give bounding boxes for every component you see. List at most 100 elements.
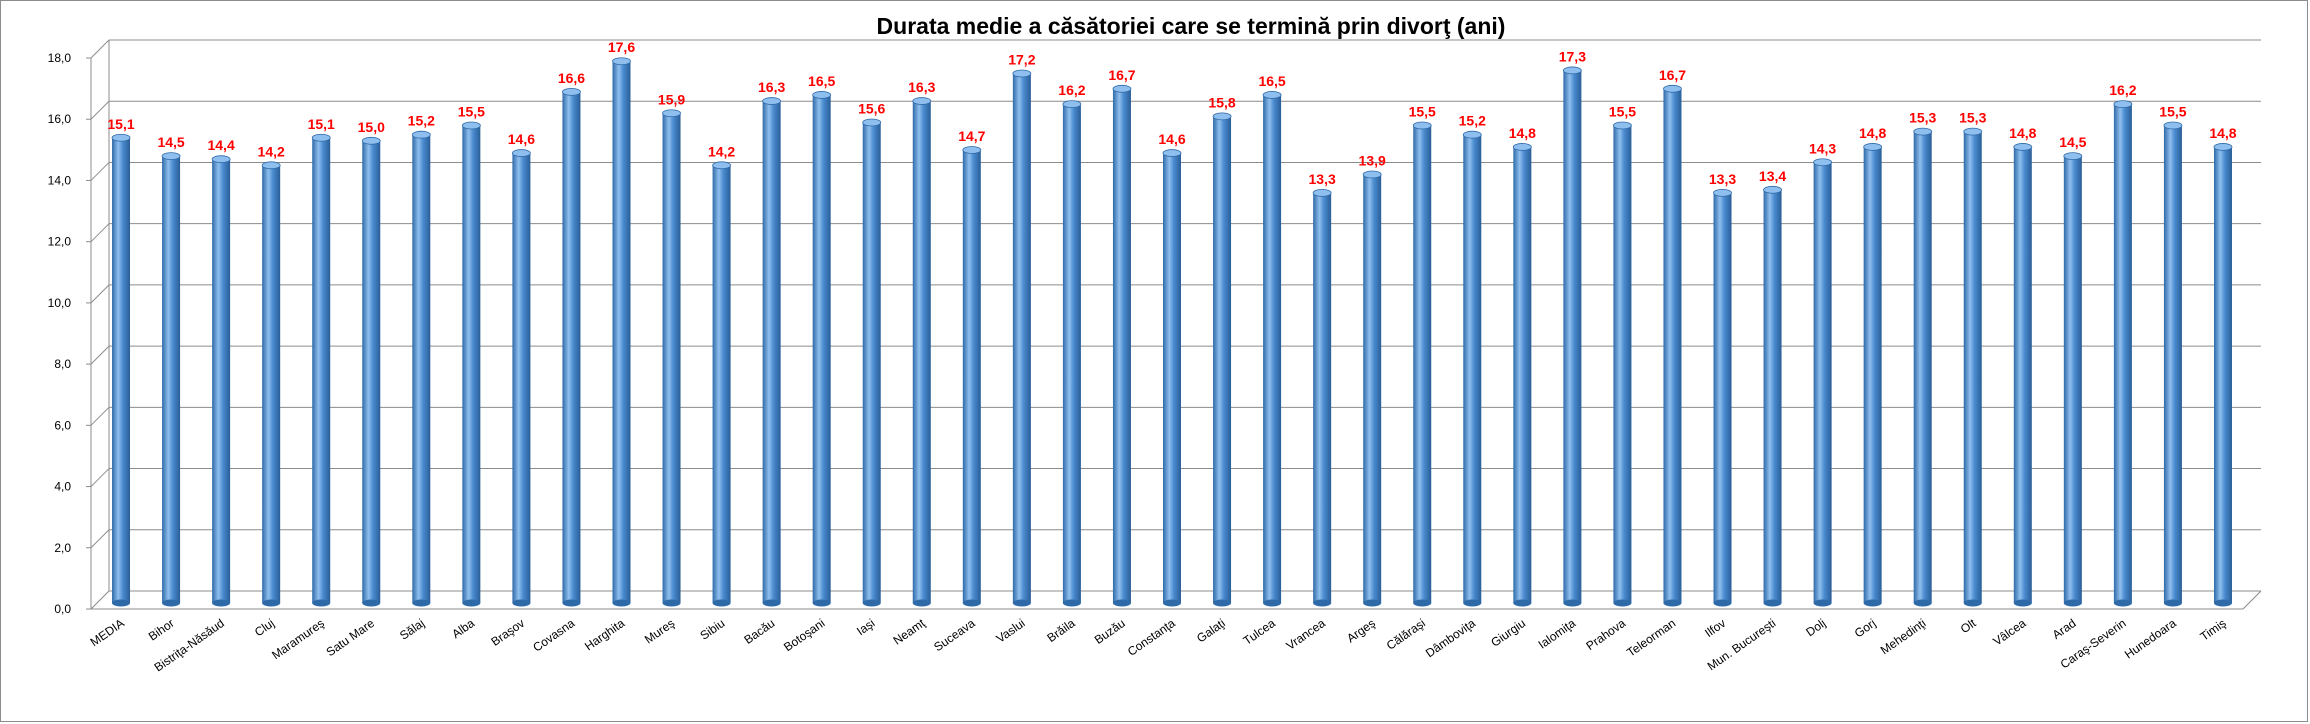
bar <box>161 152 181 607</box>
bar <box>1462 130 1482 607</box>
bar-top <box>1012 69 1032 78</box>
y-axis-tick-labels: 0,0 2,0 4,0 6,0 8,0 10,0 12,0 14,0 16,0 18,0 <box>48 51 72 616</box>
category-label: Dolj <box>1803 616 1828 639</box>
bar-base <box>1513 599 1532 607</box>
category-label: Hunedoara <box>2122 616 2179 662</box>
bar <box>2063 152 2083 607</box>
bar-base <box>2163 599 2182 607</box>
bar-body <box>1112 88 1131 604</box>
data-label: 15,1 <box>107 116 134 132</box>
bar <box>1863 143 1883 607</box>
bar-top <box>1362 170 1382 179</box>
bar-top <box>1262 91 1282 99</box>
bar-body <box>1863 146 1882 603</box>
category-label: Tulcea <box>1241 616 1278 648</box>
bar-top <box>1663 84 1682 93</box>
data-label: 15,3 <box>1959 110 1986 126</box>
bar <box>261 161 281 607</box>
bar-body <box>262 165 281 604</box>
bar-body <box>1363 174 1382 603</box>
category-label: Brăila <box>1044 616 1077 645</box>
data-label: 16,5 <box>808 73 835 89</box>
bar <box>1112 84 1132 607</box>
data-label: 14,5 <box>2059 134 2086 150</box>
bar-top <box>1963 127 1983 136</box>
category-label: MEDIA <box>88 616 127 649</box>
data-label: 17,3 <box>1559 48 1586 64</box>
bar-body <box>2063 156 2082 603</box>
data-label: 15,5 <box>2159 104 2186 120</box>
bar-top <box>1312 188 1332 197</box>
data-label: 15,2 <box>408 113 435 129</box>
category-label: Arad <box>2050 616 2079 642</box>
bar-body <box>1713 192 1732 603</box>
bar-top <box>1462 130 1482 139</box>
bar-base <box>1863 599 1882 607</box>
data-label: 17,2 <box>1008 51 1035 67</box>
data-label: 14,2 <box>258 143 285 159</box>
bar-body <box>512 153 531 604</box>
bar-base <box>1463 599 1482 607</box>
bar-body <box>1513 146 1532 603</box>
bar-top <box>2163 121 2183 130</box>
bar-base <box>112 599 131 607</box>
category-label: Mureş <box>642 616 677 647</box>
bar <box>662 109 681 607</box>
bar-top <box>2063 152 2083 161</box>
category-label: Suceava <box>931 616 978 654</box>
bar-base <box>1763 599 1782 607</box>
bar <box>1562 66 1582 607</box>
bar-base <box>1263 599 1282 607</box>
bar-body <box>962 150 981 603</box>
bar <box>1062 100 1082 607</box>
category-label: Vaslui <box>994 616 1028 646</box>
category-label: Ialomiţa <box>1536 616 1579 652</box>
bar-top <box>1613 121 1632 130</box>
bar-body <box>1463 134 1482 603</box>
bar <box>1362 170 1382 607</box>
bar-top <box>1562 66 1582 75</box>
bar-base <box>462 599 481 607</box>
bar-body <box>112 137 131 603</box>
bar-top <box>1813 158 1833 167</box>
data-label: 15,5 <box>458 104 485 120</box>
category-label: Covasna <box>530 616 577 655</box>
bar-base <box>1813 599 1832 607</box>
data-label: 15,9 <box>658 91 685 107</box>
y-tick-label: 0,0 <box>54 602 71 616</box>
gridline-diagonal <box>90 590 110 610</box>
bar-body <box>862 122 881 603</box>
bar <box>1913 127 1933 607</box>
data-label: 16,7 <box>1108 67 1135 83</box>
data-label: 15,6 <box>858 100 885 116</box>
data-label: 15,0 <box>358 119 385 135</box>
bar-top <box>311 133 331 142</box>
bar-base <box>1563 599 1582 607</box>
bar-top <box>1112 84 1132 93</box>
bar-top <box>1512 143 1532 151</box>
y-tick-label: 2,0 <box>54 541 71 555</box>
gridline-diagonal <box>90 100 110 120</box>
category-label: Dâmboviţa <box>1423 616 1478 661</box>
bar-body <box>412 134 431 603</box>
category-label: Bihor <box>146 616 177 644</box>
bar-body <box>2113 104 2132 603</box>
bar-base <box>1663 599 1682 607</box>
bar-base <box>412 599 431 607</box>
bar-base <box>2113 599 2132 607</box>
data-label: 14,3 <box>1809 140 1836 156</box>
y-tick-label: 6,0 <box>54 418 71 432</box>
bar-base <box>562 599 581 607</box>
bar-base <box>1713 599 1732 607</box>
bar <box>211 155 231 607</box>
bar <box>311 133 331 607</box>
bar-base <box>1163 599 1181 607</box>
category-label: Timiş <box>2198 616 2229 644</box>
bar-body <box>1813 162 1832 603</box>
bar-top <box>662 109 681 118</box>
bar <box>411 130 431 607</box>
data-label: 16,5 <box>1258 73 1285 89</box>
category-label: Olt <box>1958 616 1979 637</box>
bar <box>1663 84 1682 607</box>
